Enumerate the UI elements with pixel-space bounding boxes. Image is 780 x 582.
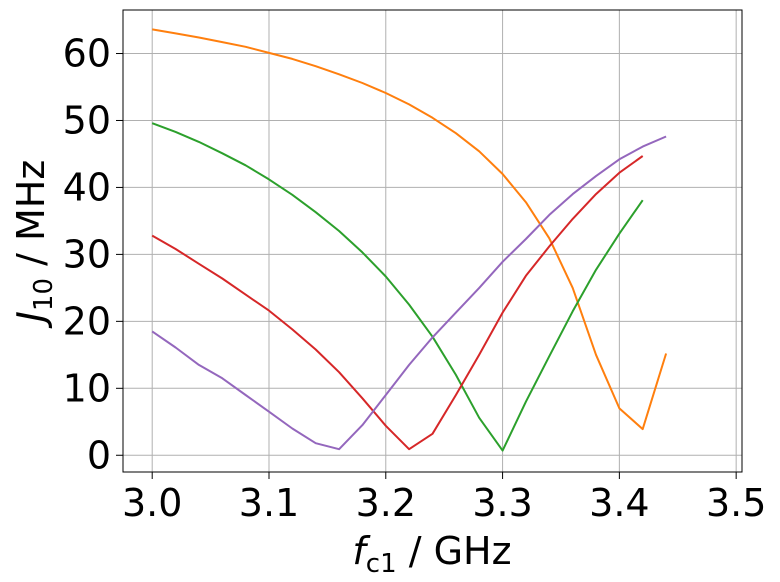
y-axis-label-main: J xyxy=(9,311,53,329)
y-axis-label-sub: 10 xyxy=(29,278,59,311)
x-axis-label-sub: c1 xyxy=(366,549,397,579)
series-line-1 xyxy=(152,28,668,431)
y-tick-label: 60 xyxy=(63,32,111,76)
series-lines xyxy=(151,28,668,452)
y-axis-label-rest: / MHz xyxy=(9,160,53,278)
grid xyxy=(123,10,742,472)
x-axis-ticks: 3.0 3.1 3.2 3.3 3.4 3.5 xyxy=(122,472,766,525)
y-axis-ticks: 0 10 20 30 40 50 60 xyxy=(63,32,123,477)
x-tick-label: 3.1 xyxy=(239,481,299,525)
series-line-2 xyxy=(151,122,644,452)
y-axis-label: J10 / MHz xyxy=(9,160,59,330)
y-tick-label: 40 xyxy=(63,165,111,209)
x-tick-label: 3.2 xyxy=(356,481,416,525)
y-tick-label: 0 xyxy=(87,433,111,477)
x-tick-label: 3.4 xyxy=(589,481,649,525)
y-tick-label: 20 xyxy=(63,299,111,343)
y-tick-label: 10 xyxy=(63,366,111,410)
plot-frame xyxy=(122,9,743,473)
series-line-3 xyxy=(151,155,644,451)
x-tick-label: 3.5 xyxy=(706,481,766,525)
x-axis-label-rest: / GHz xyxy=(397,529,512,573)
series-line-4 xyxy=(151,135,667,451)
y-tick-label: 30 xyxy=(63,232,111,276)
x-tick-label: 3.0 xyxy=(122,481,182,525)
x-tick-label: 3.3 xyxy=(472,481,532,525)
x-axis-label: fc1 / GHz xyxy=(352,529,511,579)
y-tick-label: 50 xyxy=(63,98,111,142)
